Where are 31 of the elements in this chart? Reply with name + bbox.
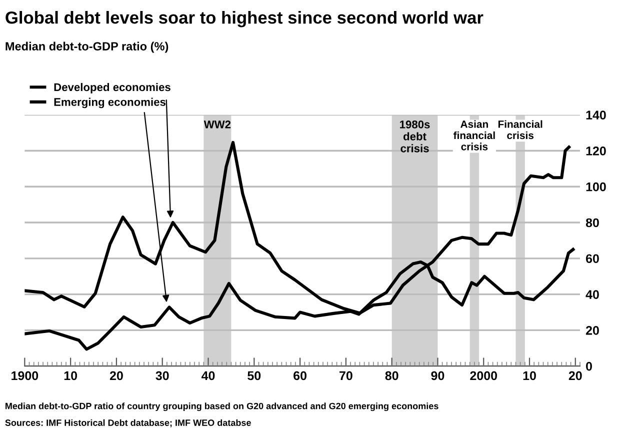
y-tick-label: 40: [586, 290, 599, 299]
band-label: 1980s debt crisis: [400, 120, 430, 152]
y-tick-label: 0: [586, 362, 592, 371]
y-tick-label: 80: [586, 218, 599, 228]
y-tick-label: 60: [586, 254, 599, 264]
x-tick-label: 30: [156, 371, 169, 380]
x-tick-label: 10: [523, 371, 536, 380]
x-tick-label: 60: [294, 371, 306, 380]
x-tick-label: 40: [201, 371, 215, 380]
y-tick-label: 100: [586, 182, 606, 192]
source-note: Sources: IMF Historical Debt database; IMF WEO databse: [5, 419, 251, 428]
legend-label: Developed economies: [54, 82, 170, 94]
chart-subtitle: Median debt-to-GDP ratio (%): [6, 42, 168, 53]
text: Median debt-to-GDP ratio of country grouping based on G20 advanced and G20 emerging economies: [6, 402, 438, 412]
x-tick-label: 80: [385, 371, 398, 380]
x-tick-label: 20: [110, 371, 123, 380]
x-tick-label: 50: [248, 371, 261, 380]
x-tick-label: 1900: [12, 371, 38, 380]
x-tick-label: 20: [568, 371, 582, 380]
y-tick-label: 20: [586, 326, 599, 335]
y-tick-label: 140: [586, 110, 606, 120]
band-label: WW2: [204, 120, 231, 128]
band-label: Financial crisis: [498, 120, 542, 140]
y-tick-label: 120: [586, 146, 606, 156]
x-tick-label: 2000: [470, 371, 497, 380]
chart-title: Global debt levels soar to highest since second world war: [6, 11, 484, 28]
x-tick-label: 10: [64, 371, 78, 380]
legend-label: Emerging economies: [54, 98, 166, 108]
band-label: Asian financial crisis: [453, 120, 495, 150]
x-tick-label: 90: [431, 371, 444, 380]
x-tick-label: 70: [340, 371, 352, 380]
